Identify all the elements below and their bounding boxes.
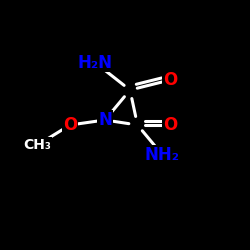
Text: H₂N: H₂N (78, 54, 112, 72)
Text: NH₂: NH₂ (145, 146, 180, 164)
Text: O: O (163, 116, 177, 134)
Text: O: O (163, 71, 177, 89)
Text: O: O (63, 116, 77, 134)
Text: N: N (98, 111, 112, 129)
Text: CH₃: CH₃ (24, 138, 52, 152)
